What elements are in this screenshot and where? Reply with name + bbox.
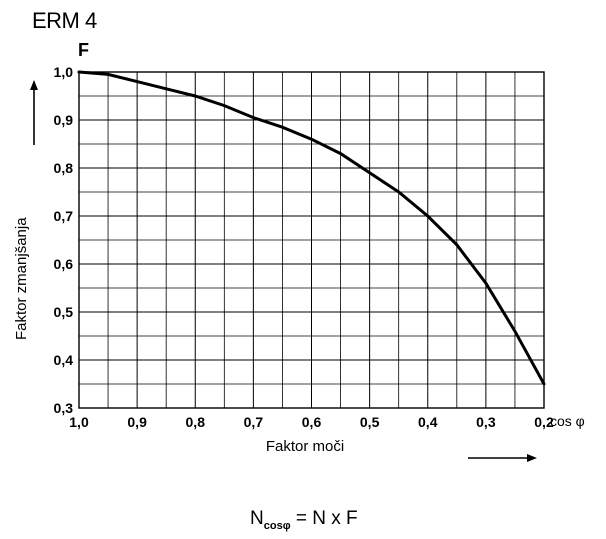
x-axis-arrow: [468, 454, 537, 462]
y-tick-label: 0,8: [54, 160, 74, 176]
y-axis-label: Faktor zmanjšanja: [13, 217, 30, 340]
y-tick-labels: 1,0 0,9 0,8 0,7 0,6 0,5 0,4 0,3: [54, 64, 74, 416]
chart-title: ERM 4: [32, 8, 97, 33]
y-tick-label: 0,6: [54, 256, 74, 272]
x-tick-label: 0,7: [244, 414, 264, 430]
x-tick-labels: 1,0 0,9 0,8 0,7 0,6 0,5 0,4 0,3 0,2: [69, 414, 554, 430]
x-tick-label: 1,0: [69, 414, 89, 430]
y-tick-label: 0,9: [54, 112, 74, 128]
x-tick-label: 0,2: [534, 414, 554, 430]
x-tick-label: 0,9: [127, 414, 147, 430]
x-axis-label: Faktor moči: [266, 438, 344, 455]
x-tick-label: 0,4: [418, 414, 438, 430]
formula-lhs: N: [250, 508, 264, 529]
x-tick-label: 0,3: [476, 414, 496, 430]
y-tick-label: 0,5: [54, 304, 74, 320]
y-tick-label: 0,3: [54, 400, 74, 416]
y-tick-label: 0,7: [54, 208, 74, 224]
x-axis-symbol: cos φ: [550, 413, 585, 429]
y-tick-label: 1,0: [54, 64, 74, 80]
y-tick-label: 0,4: [54, 352, 74, 368]
y-axis-arrow: [30, 80, 38, 145]
x-tick-label: 0,8: [186, 414, 206, 430]
x-tick-label: 0,6: [302, 414, 322, 430]
formula-rhs: = N x F: [295, 508, 358, 529]
formula: Ncosφ = N x F: [250, 508, 358, 532]
x-tick-label: 0,5: [360, 414, 380, 430]
y-axis-symbol: F: [78, 40, 89, 60]
reduction-curve: [77, 70, 546, 386]
plot-border: [78, 71, 545, 409]
formula-lhs-subscript: cosφ: [263, 519, 291, 532]
